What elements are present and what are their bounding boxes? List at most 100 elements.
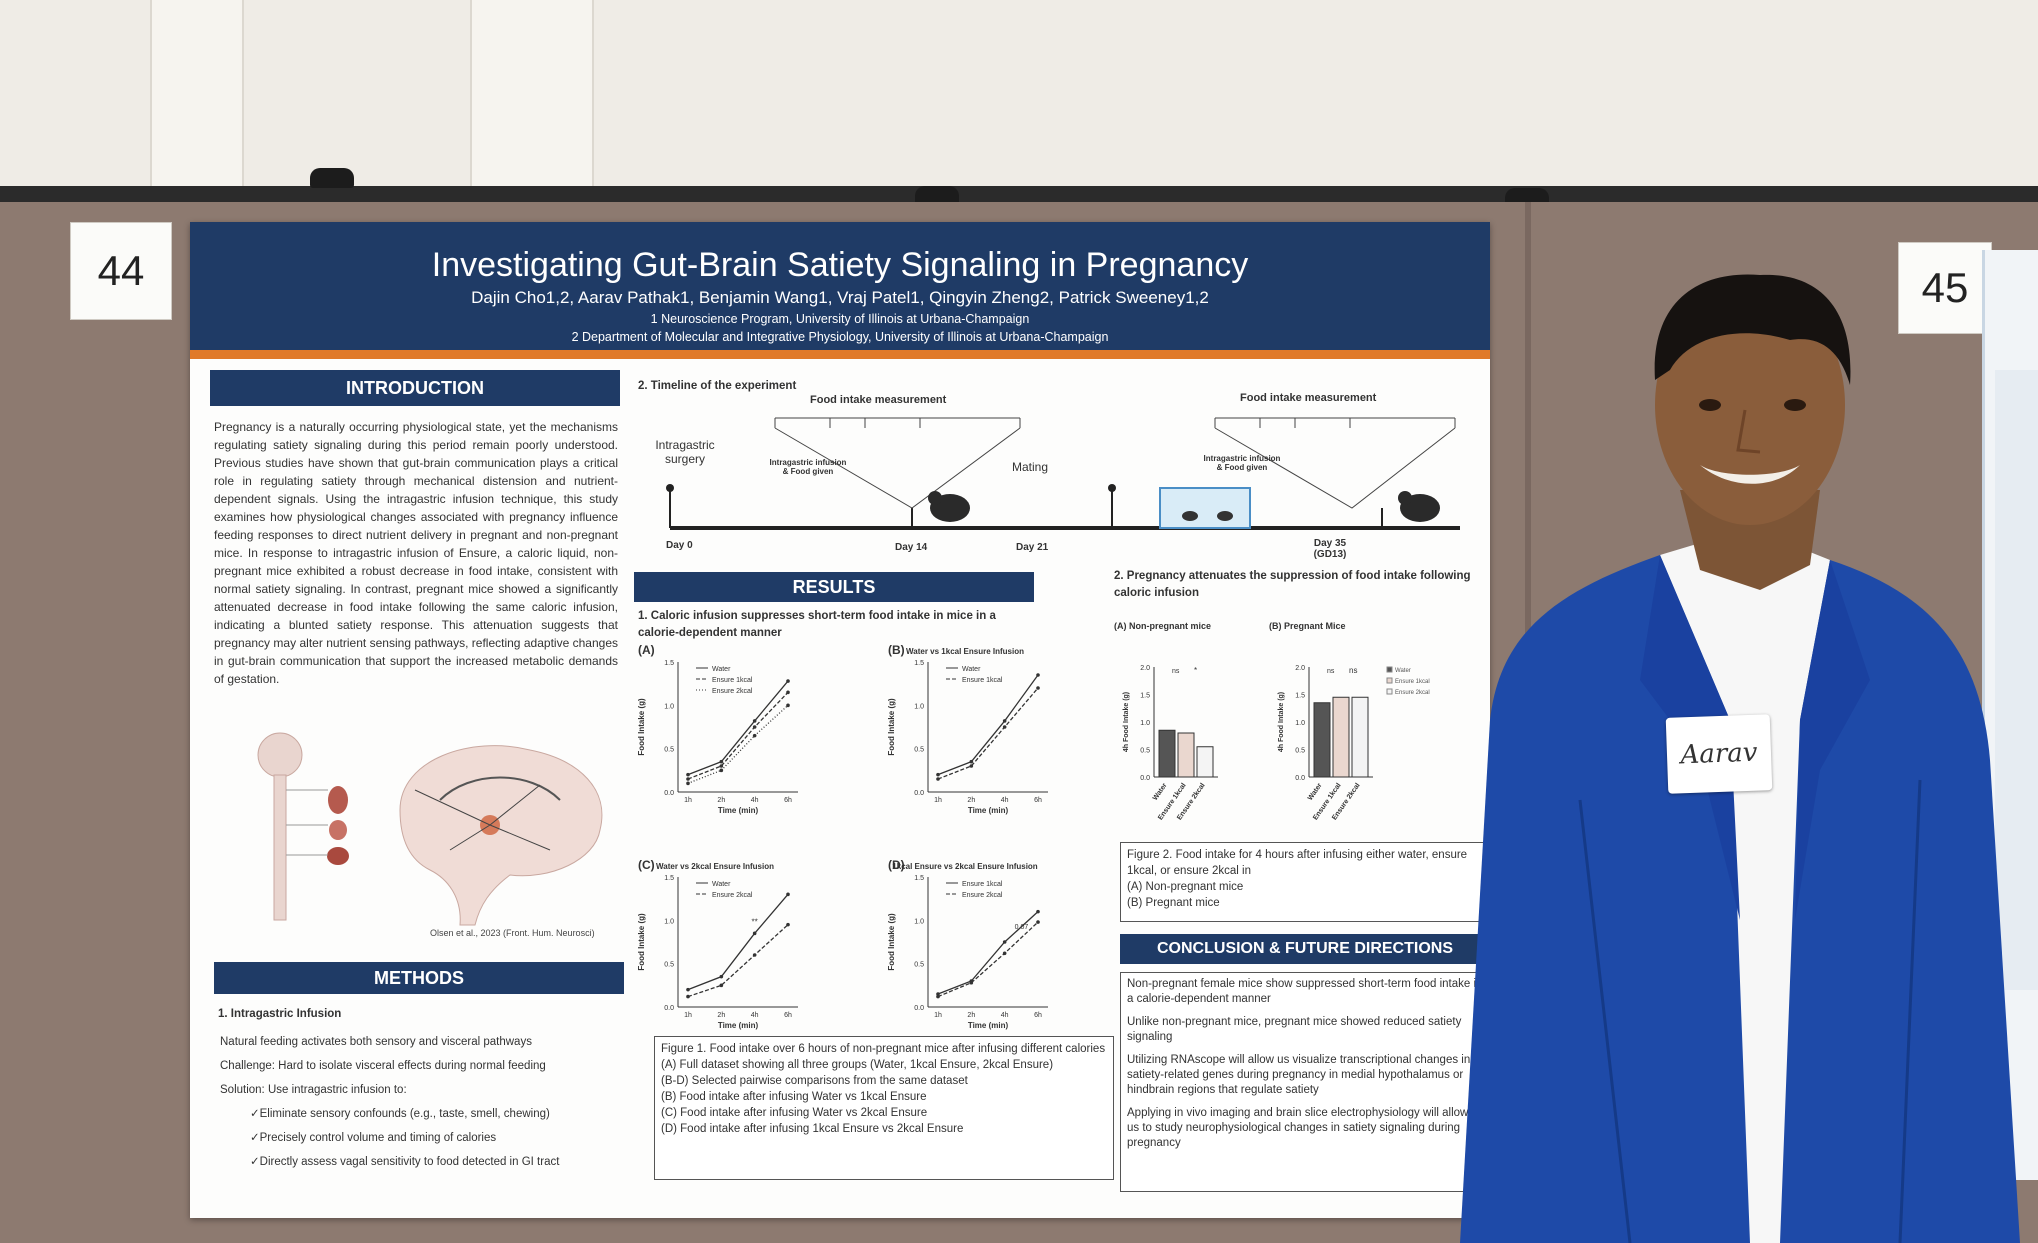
x-tick-label: 4h: [1001, 797, 1009, 804]
data-point: [686, 987, 690, 992]
data-point: [1002, 940, 1007, 944]
x-tick-label: 6h: [1034, 1012, 1042, 1019]
figure1-heading: 1. Caloric infusion suppresses short-ter…: [638, 610, 996, 639]
data-point: [752, 931, 757, 936]
y-axis-label: Food Intake (g): [637, 913, 646, 971]
timeline-food-intake-label-2: Food intake measurement: [1240, 392, 1377, 404]
legend-swatch: [1386, 688, 1393, 695]
significance-label: ns: [1327, 668, 1335, 675]
y-tick-label: 0.5: [664, 962, 674, 969]
figure2-caption: Figure 2. Food intake for 4 hours after …: [1120, 842, 1490, 922]
chart-title: Water vs 2kcal Ensure Infusion: [656, 862, 774, 871]
y-tick-label: 1.0: [1295, 720, 1305, 727]
background-wall: [0, 0, 2038, 200]
series-line: [687, 893, 789, 991]
y-tick-label: 1.5: [914, 660, 924, 667]
x-axis-label: Time (min): [718, 1021, 759, 1030]
x-axis-label: Time (min): [968, 806, 1009, 815]
significance-label: ns: [1172, 668, 1180, 675]
significance-label: ns: [1349, 666, 1357, 675]
timeline-mating-label: Mating: [1012, 460, 1049, 474]
x-tick-label: 2h: [717, 797, 725, 804]
x-tick-label: Water: [1307, 782, 1324, 802]
y-tick-label: 1.5: [664, 660, 674, 667]
figure-citation: Olsen et al., 2023 (Front. Hum. Neurosci…: [430, 928, 595, 938]
gut-brain-illustration: [257, 732, 603, 926]
series-line: [937, 687, 1039, 780]
legend-label: Ensure 1kcal: [962, 881, 1003, 888]
y-axis-label: 4h Food Intake (g): [1278, 692, 1285, 752]
data-point: [1002, 951, 1007, 956]
legend-swatch: [1386, 677, 1393, 684]
y-tick-label: 1.5: [1140, 693, 1150, 700]
x-tick-label: 2h: [967, 1012, 975, 1019]
bar: [1196, 746, 1214, 778]
timeline-day-0: Day 0: [666, 540, 693, 551]
data-point: [686, 781, 690, 786]
x-tick-label: 4h: [751, 797, 759, 804]
x-tick-label: 6h: [1034, 797, 1042, 804]
chart-panel-label: (C): [638, 858, 655, 872]
timeline-infusion-label-2: Intragastric infusion & Food given: [1203, 454, 1281, 472]
series-line: [687, 691, 789, 780]
y-tick-label: 0.0: [914, 790, 924, 797]
data-point: [936, 992, 940, 996]
data-point: [1036, 920, 1040, 924]
y-axis-label: 4h Food Intake (g): [1123, 692, 1130, 752]
poster-affiliation-1: 1 Neuroscience Program, University of Il…: [650, 312, 1030, 326]
x-tick-label: 1h: [684, 1012, 692, 1019]
bar: [1313, 702, 1331, 778]
y-tick-label: 0.0: [914, 1005, 924, 1012]
x-tick-label: 1h: [934, 1012, 942, 1019]
poster-title: Investigating Gut-Brain Satiety Signalin…: [431, 246, 1249, 284]
p-value-annotation: 0.07: [1015, 924, 1029, 931]
y-tick-label: 1.0: [1140, 720, 1150, 727]
data-point: [969, 980, 974, 985]
data-point: [969, 759, 974, 764]
legend-label: Water: [962, 666, 981, 673]
methods-check-item: ✓Precisely control volume and timing of …: [250, 1132, 497, 1144]
y-tick-label: 0.5: [914, 962, 924, 969]
data-point: [686, 772, 690, 777]
methods-bullet: Natural feeding activates both sensory a…: [220, 1036, 532, 1048]
figure2-bar-charts: (A) Non-pregnant mice 0.0 0.5 1.0 1.5 2.0 4h F…: [1114, 621, 1430, 822]
data-point: [786, 922, 790, 927]
data-point: [719, 768, 724, 773]
poster-authors: Dajin Cho1,2, Aarav Pathak1, Benjamin Wa…: [471, 288, 1209, 307]
legend-label: Water: [712, 666, 731, 673]
y-tick-label: 1.5: [664, 875, 674, 882]
y-tick-label: 1.0: [664, 703, 674, 710]
y-axis-label: Food Intake (g): [637, 698, 646, 756]
booth-number-right: 45: [1898, 242, 1992, 334]
legend-label: Ensure 1kcal: [712, 677, 753, 684]
introduction-heading: INTRODUCTION: [210, 370, 620, 406]
y-tick-label: 2.0: [1140, 665, 1150, 672]
x-tick-label: 4h: [1001, 1012, 1009, 1019]
data-point: [786, 703, 790, 708]
data-point: [786, 892, 790, 897]
timeline-surgery-label: Intragastric surgery: [655, 438, 715, 466]
research-poster: Investigating Gut-Brain Satiety Signalin…: [190, 222, 1490, 1218]
data-point: [1036, 673, 1040, 677]
data-point: [719, 764, 724, 768]
data-point: [786, 679, 790, 683]
chart-title: 1kcal Ensure vs 2kcal Ensure Infusion: [892, 862, 1038, 871]
series-line: [937, 911, 1039, 995]
x-tick-label: Water: [1152, 782, 1169, 802]
y-tick-label: 0.0: [1140, 775, 1150, 782]
x-tick-label: 2h: [967, 797, 975, 804]
y-tick-label: 0.0: [1295, 775, 1305, 782]
data-point: [1002, 719, 1007, 723]
legend-label: Water: [712, 881, 731, 888]
x-axis-label: Time (min): [718, 806, 759, 815]
data-point: [686, 777, 690, 781]
data-point: [752, 953, 757, 957]
series-line: [687, 680, 789, 776]
x-tick-label: 4h: [751, 1012, 759, 1019]
neighbor-poster-edge: [1982, 250, 2038, 1180]
legend-label: Ensure 2kcal: [712, 892, 753, 899]
y-tick-label: 1.5: [914, 875, 924, 882]
figure2-caption-line: (A) Non-pregnant mice: [1127, 881, 1244, 893]
data-point: [936, 777, 940, 781]
chart-title: (A) Non-pregnant mice: [1114, 621, 1211, 631]
